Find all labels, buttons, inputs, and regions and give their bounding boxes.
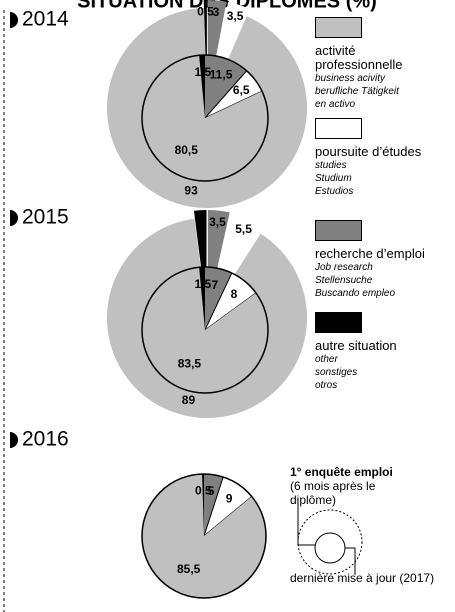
value-label: 80,5 <box>175 143 199 157</box>
inner-slice <box>199 55 205 118</box>
value-label: 93 <box>184 184 198 198</box>
inner-slice <box>142 55 268 181</box>
key-outer-label: dernière mise à jour (2017) <box>290 571 435 585</box>
key-pointer <box>345 547 356 575</box>
inner-slice <box>199 267 205 330</box>
key-title: 1° enquête emploi <box>290 465 393 479</box>
legend-swatch <box>315 312 362 333</box>
value-label: 5,5 <box>235 222 252 236</box>
value-label: 8 <box>231 287 238 301</box>
value-label: 7 <box>212 278 219 292</box>
inner-slice <box>202 474 204 536</box>
legend-translation: berufliche Tätigkeit <box>315 86 399 97</box>
inner-outline <box>141 473 267 599</box>
legend-label: poursuite d’études <box>315 144 422 159</box>
legend-swatch <box>315 17 362 38</box>
legend-translation: Estudios <box>315 186 354 197</box>
value-label: 3,5 <box>227 9 244 23</box>
legend-item: recherche d’emploi Job research Stellensuc… <box>315 220 455 300</box>
key-pointer <box>297 500 315 546</box>
legend-swatch <box>315 220 362 241</box>
legend-item: activité professionnelle business acivity… <box>315 17 455 111</box>
inner-outline <box>141 54 269 182</box>
legend-translation: studies <box>315 160 347 171</box>
year-label: 2016 <box>22 428 69 451</box>
legend-item: autre situation other sonstiges otros <box>315 312 455 392</box>
value-label: 89 <box>182 393 196 407</box>
legend-translation: other <box>315 354 338 365</box>
year-marker <box>10 432 18 448</box>
legend-translation: Stellensuche <box>315 275 373 286</box>
value-label: 11,5 <box>210 68 233 82</box>
value-label: 0,5 <box>195 484 212 498</box>
value-label: 2 <box>198 215 205 229</box>
inner-slice <box>142 267 268 394</box>
year-marker <box>10 12 18 28</box>
value-label: 3,5 <box>209 215 226 229</box>
value-label: 83,5 <box>178 357 202 371</box>
inner-slice <box>205 55 247 118</box>
legend-translation: Job research <box>315 262 373 273</box>
inner-slice <box>205 267 232 330</box>
legend-translation: en activo <box>315 99 356 110</box>
value-label: 3 <box>213 5 220 19</box>
legend-label: activité professionnelle <box>315 43 403 72</box>
legend-item: poursuite d’études studies Studium Estudios <box>315 118 455 198</box>
value-label: 1,5 <box>195 277 212 291</box>
inner-slice <box>141 474 266 598</box>
legend-swatch <box>315 118 362 139</box>
value-label: 85,5 <box>177 562 201 576</box>
value-label: 5 <box>208 484 215 498</box>
value-label: 0,5 <box>197 5 214 19</box>
legend-label: recherche d’emploi <box>315 246 425 261</box>
legend-translation: business acivity <box>315 73 386 84</box>
value-label: 9 <box>226 491 233 505</box>
inner-outline <box>141 266 269 394</box>
legend-translation: otros <box>315 380 338 391</box>
key: 1° enquête emploi (6 mois après le diplô… <box>290 465 455 585</box>
year-label: 2015 <box>22 206 69 229</box>
legend-label: autre situation <box>315 338 397 353</box>
legend-translation: Buscando empleo <box>315 288 396 299</box>
value-label: 6,5 <box>233 83 250 97</box>
year-marker <box>10 210 18 226</box>
page-title: SITUATION DES DIPLÔMES (%) <box>77 0 377 12</box>
key-subtitle: (6 mois après le diplôme) <box>290 479 376 507</box>
legend-translation: Studium <box>315 173 352 184</box>
legend-translation: sonstiges <box>315 367 358 378</box>
year-label: 2014 <box>22 8 69 31</box>
value-label: 1,5 <box>195 65 212 79</box>
